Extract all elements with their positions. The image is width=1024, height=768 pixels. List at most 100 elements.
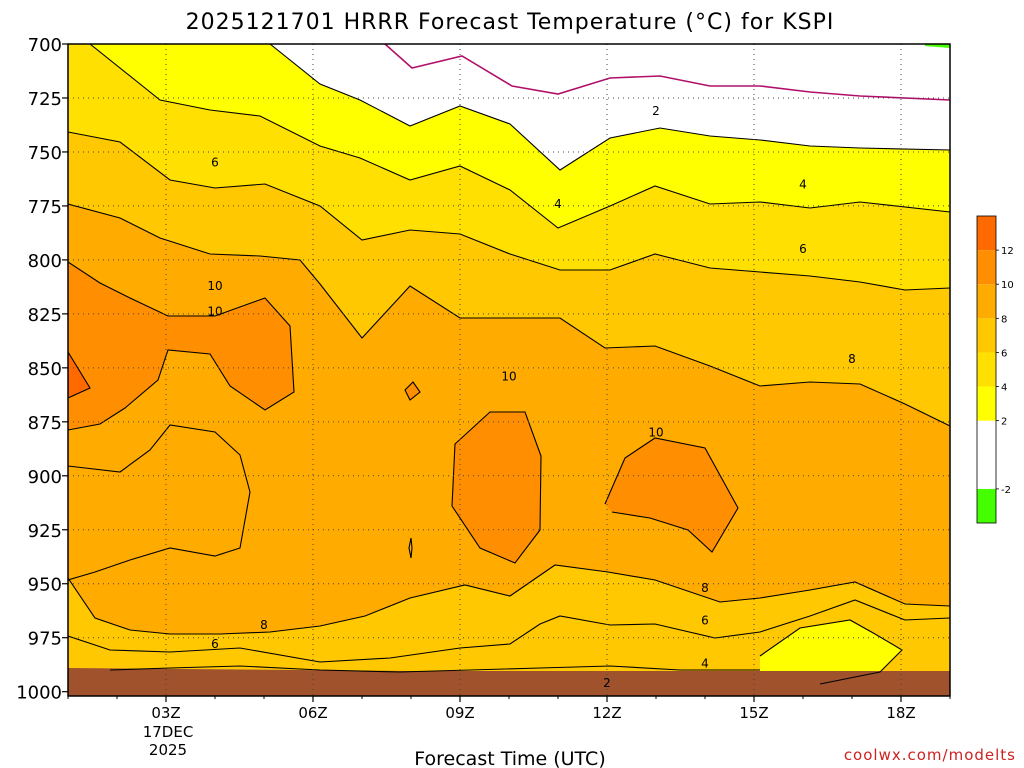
contour-label: 10 (207, 305, 222, 319)
contour-6-line (68, 131, 950, 291)
x-tick-label: 06Z (298, 704, 327, 722)
y-tick-label: 775 (28, 197, 62, 218)
colorbar-swatch (977, 284, 996, 319)
contour-label: 6 (211, 156, 219, 170)
contour-label-text: 8 (701, 581, 709, 595)
contour-label: 8 (701, 581, 709, 595)
contour-label-text: 10 (207, 279, 222, 293)
contour-12-line (68, 351, 91, 399)
colorbar-swatch (977, 420, 996, 489)
x-tick-label: 03Z (151, 704, 180, 722)
contour-4-lower (109, 665, 760, 673)
contour-label: 10 (648, 426, 663, 440)
contour-label-text: 4 (554, 197, 562, 211)
contour-label-text: 4 (799, 177, 807, 191)
y-tick-label: 1000 (16, 683, 62, 704)
contour-label-text: 8 (848, 352, 856, 366)
contour-label: 2 (603, 676, 611, 690)
contour-10-line (68, 261, 295, 431)
contour-label-text: 10 (501, 369, 516, 383)
colorbar-tick-label: 6 (1001, 348, 1007, 359)
contour-10-small (404, 381, 421, 401)
band-10-12 (68, 262, 738, 563)
y-tick-label: 925 (28, 521, 62, 542)
x-axis: 03Z 06Z 09Z 12Z 15Z 18Z (67, 696, 951, 722)
colorbar-tick-label: 12 (1001, 246, 1014, 257)
contour-label: 2 (652, 104, 660, 118)
contour-8-line (68, 203, 950, 427)
band-2-4-lower (760, 620, 902, 684)
colorbar-swatch (977, 352, 996, 387)
contour-label-text: 2 (652, 104, 660, 118)
contour-8-lower (68, 564, 950, 635)
colorbar: -2 2 4 6 8 10 12 (976, 215, 1014, 524)
y-tick-label: 850 (28, 359, 62, 380)
y-tick-label: 700 (28, 35, 62, 56)
contour-label-text: 6 (701, 613, 709, 627)
x-tick-label: 15Z (739, 704, 768, 722)
contour-label: 4 (799, 177, 807, 191)
x-tick-label: 18Z (886, 704, 915, 722)
x-date-year: 2025 (149, 741, 187, 759)
contour-label-text: 6 (211, 156, 219, 170)
plot-area: 2 2 4 4 4 6 6 6 6 8 8 8 10 10 10 10 (68, 44, 950, 696)
contour-zero-line (384, 44, 950, 101)
contour-2-line (269, 44, 950, 171)
credit-link[interactable]: coolwx.com/modelts (844, 746, 1016, 764)
ground-edge (68, 668, 950, 696)
contour-labels: 2 2 4 4 4 6 6 6 6 8 8 8 10 10 10 10 (207, 104, 856, 690)
contour-lines (68, 44, 950, 685)
colorbar-tick-label: 2 (1001, 417, 1007, 428)
contour-label-text: 8 (260, 618, 268, 632)
contour-2-lower (759, 619, 903, 685)
contour-label-text: 6 (799, 242, 807, 256)
y-tick-label: 900 (28, 467, 62, 488)
colorbar-swatch (977, 250, 996, 285)
colorbar-tick-label: 8 (1001, 314, 1007, 325)
colorbar-swatch (977, 488, 996, 523)
contour-label: 4 (554, 197, 562, 211)
band-greenish (925, 44, 950, 48)
contour-label: 6 (211, 637, 219, 651)
y-tick-label: 825 (28, 305, 62, 326)
contour-label: 8 (260, 618, 268, 632)
colorbar-swatch (977, 216, 996, 251)
colorbar-tick-label: 4 (1001, 383, 1007, 394)
contour-label: 10 (501, 369, 516, 383)
y-tick-label: 875 (28, 413, 62, 434)
x-axis-label: Forecast Time (UTC) (414, 748, 605, 768)
x-tick-label: 09Z (445, 704, 474, 722)
colorbar-tick-label: -2 (1001, 485, 1011, 496)
colorbar-swatch (977, 386, 996, 421)
contour-8-inner (68, 424, 251, 581)
contour-10-closed-a (451, 411, 542, 564)
x-tick-label: 12Z (592, 704, 621, 722)
contour-label-text: 6 (211, 637, 219, 651)
contour-small-spike (408, 537, 413, 559)
contour-label-text: 10 (207, 305, 222, 319)
y-tick-label: 975 (28, 629, 62, 650)
contour-label: 4 (701, 657, 709, 671)
contour-label-text: 2 (603, 676, 611, 690)
contour-label-text: 4 (701, 657, 709, 671)
contour-label: 8 (848, 352, 856, 366)
contour-label: 10 (207, 279, 222, 293)
contour-10-closed-b (604, 437, 739, 553)
band-12-14 (68, 352, 90, 398)
y-tick-label: 750 (28, 143, 62, 164)
grid-lines (68, 44, 950, 696)
x-date-day: 17DEC (143, 723, 194, 741)
colorbar-tick-label: 10 (1001, 280, 1014, 291)
colorbar-frame (976, 215, 997, 524)
colorbar-swatch (977, 318, 996, 353)
contour-6-lower (68, 599, 950, 663)
contour-label: 6 (799, 242, 807, 256)
y-tick-label: 725 (28, 89, 62, 110)
chart-title: 2025121701 HRRR Forecast Temperature (°C… (186, 10, 835, 35)
y-axis: 700 725 750 775 800 825 850 875 900 925 950 975 1000 (16, 35, 68, 704)
contour-label-text: 10 (648, 426, 663, 440)
y-tick-label: 950 (28, 575, 62, 596)
y-tick-label: 800 (28, 251, 62, 272)
contour-label: 6 (701, 613, 709, 627)
